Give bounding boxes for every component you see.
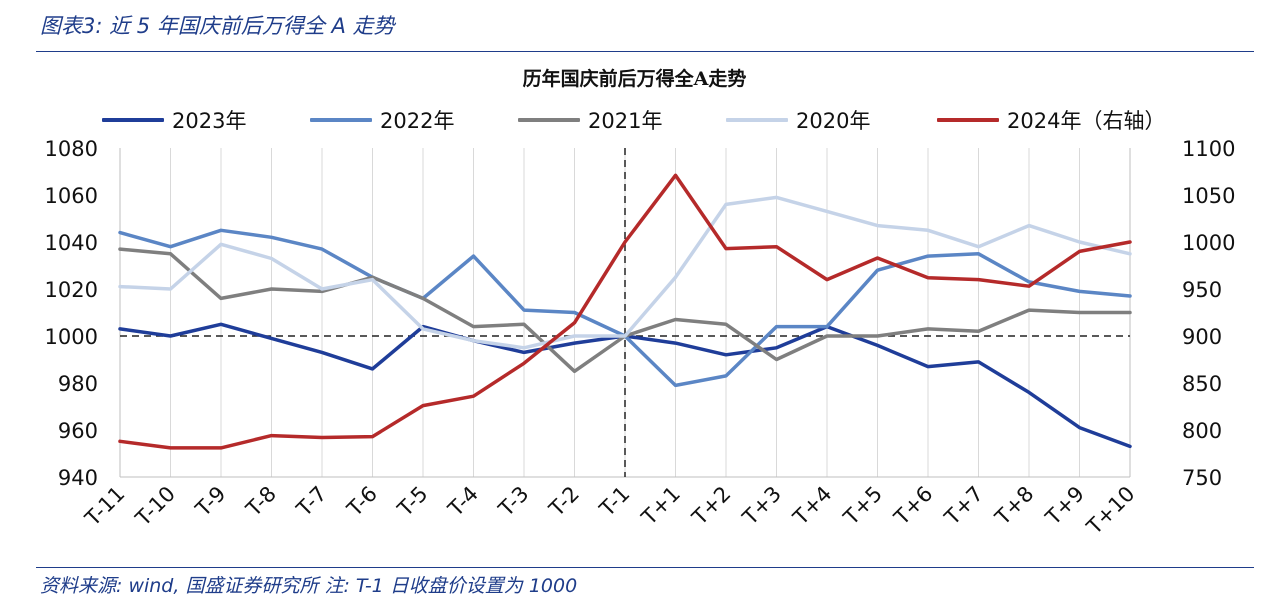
series-line-4 [118, 195, 1132, 350]
legend-label: 2021年 [588, 109, 663, 133]
x-tick-label: T-7 [291, 482, 331, 522]
bottom-rule [36, 567, 1254, 568]
legend-item: 2021年 [518, 107, 662, 133]
x-tick-label: T-6 [342, 482, 382, 522]
legend-label: 2023年 [172, 109, 247, 133]
y-right-tick-label: 900 [1182, 325, 1222, 349]
y-right-tick-label: 800 [1182, 419, 1222, 443]
y-right-tick-label: 1000 [1182, 231, 1235, 255]
y-left-tick-label: 980 [58, 372, 98, 396]
x-tick-label: T+3 [737, 482, 786, 531]
y-left-tick-label: 1020 [45, 278, 98, 302]
x-tick-label: T-10 [130, 482, 180, 532]
legend-item: 2022年 [310, 107, 454, 133]
x-tick-label: T+6 [889, 482, 938, 531]
x-tick-label: T-5 [392, 482, 432, 522]
top-rule [36, 51, 1254, 52]
y-left-tick-label: 960 [58, 419, 98, 443]
legend-swatch [937, 118, 999, 122]
legend-label: 2024年（右轴） [1007, 109, 1166, 133]
x-tick-label: T-8 [241, 482, 281, 522]
chart-title: 历年国庆前后万得全A走势 [522, 68, 747, 90]
x-tick-label: T-1 [594, 482, 634, 522]
x-tick-label: T-2 [544, 482, 584, 522]
x-tick-label: T+2 [687, 482, 736, 531]
y-left-tick-label: 1040 [45, 231, 98, 255]
source-note: 资料来源: wind, 国盛证券研究所 注: T-1 日收盘价设置为 1000 [40, 575, 578, 597]
y-right-tick-label: 1100 [1182, 137, 1235, 161]
legend-item: 2023年 [102, 107, 246, 133]
y-left-tick-label: 940 [58, 466, 98, 490]
x-tick-label: T+7 [939, 482, 988, 531]
y-left-tick-label: 1080 [45, 137, 98, 161]
y-right-tick-label: 850 [1182, 372, 1222, 396]
series-line-5 [118, 173, 1132, 450]
x-tick-label: T-9 [190, 482, 230, 522]
legend-swatch [726, 118, 788, 122]
legend-label: 2022年 [380, 109, 455, 133]
y-left-tick-label: 1000 [45, 325, 98, 349]
x-tick-label: T+8 [990, 482, 1039, 531]
legend-label: 2020年 [796, 109, 871, 133]
figure-title: 图表3: 近 5 年国庆前后万得全 A 走势 [40, 14, 395, 38]
legend-item: 2020年 [726, 107, 870, 133]
x-tick-label: T+5 [838, 482, 887, 531]
y-right-tick-label: 750 [1182, 466, 1222, 490]
y-right-tick-label: 950 [1182, 278, 1222, 302]
y-left-tick-label: 1060 [45, 184, 98, 208]
legend-swatch [102, 118, 164, 122]
legend-swatch [310, 118, 372, 122]
x-tick-label: T-4 [443, 482, 483, 522]
x-tick-label: T+1 [636, 482, 685, 531]
legend-item: 2024年（右轴） [937, 107, 1165, 133]
x-tick-label: T-3 [493, 482, 533, 522]
legend-swatch [518, 118, 580, 122]
y-right-tick-label: 1050 [1182, 184, 1235, 208]
x-tick-label: T+10 [1081, 482, 1139, 540]
x-tick-label: T+4 [788, 482, 837, 531]
